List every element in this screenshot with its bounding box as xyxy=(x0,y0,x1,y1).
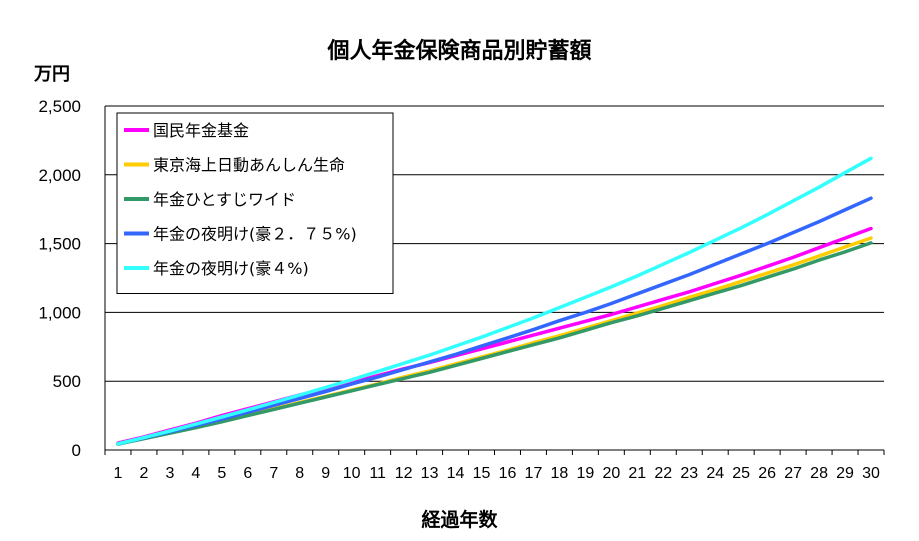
x-tick-label: 28 xyxy=(810,465,828,482)
legend-label: 年金ひとすじワイド xyxy=(153,190,296,209)
y-tick-label: 0 xyxy=(72,441,81,460)
y-tick-label: 2,500 xyxy=(38,97,81,116)
x-tick-label: 22 xyxy=(654,465,672,482)
series-line xyxy=(116,196,873,446)
x-tick-label: 10 xyxy=(343,465,361,482)
x-tick-label: 21 xyxy=(628,465,646,482)
x-tick-label: 2 xyxy=(139,465,148,482)
x-axis-label: 経過年数 xyxy=(421,509,498,531)
x-tick-label: 23 xyxy=(680,465,698,482)
x-tick-label: 1 xyxy=(114,465,123,482)
x-tick-label: 14 xyxy=(447,465,465,482)
x-tick-label: 20 xyxy=(602,465,620,482)
x-tick-label: 25 xyxy=(732,465,750,482)
x-tick-label: 7 xyxy=(269,465,278,482)
legend-label: 東京海上日動あんしん生命 xyxy=(153,156,345,175)
x-tick-label: 17 xyxy=(525,465,543,482)
x-tick-label: 4 xyxy=(191,465,200,482)
x-tick-label: 15 xyxy=(473,465,491,482)
series-line xyxy=(116,156,873,446)
y-tick-label: 500 xyxy=(53,372,81,391)
y-tick-label: 1,500 xyxy=(38,235,81,254)
y-tick-label: 1,000 xyxy=(38,303,81,322)
x-tick-label: 5 xyxy=(217,465,226,482)
legend-label: 年金の夜明け(豪２．７５%) xyxy=(153,225,357,244)
series-line xyxy=(116,241,873,446)
x-tick-label: 12 xyxy=(395,465,413,482)
x-tick-label: 16 xyxy=(499,465,517,482)
x-tick-label: 24 xyxy=(706,465,724,482)
legend-box xyxy=(116,112,394,294)
x-tick-label: 6 xyxy=(243,465,252,482)
x-tick-label: 3 xyxy=(165,465,174,482)
x-tick-label: 18 xyxy=(551,465,569,482)
x-tick-label: 29 xyxy=(836,465,854,482)
chart-title: 個人年金保険商品別貯蓄額 xyxy=(327,39,592,64)
legend-label: 年金の夜明け(豪４%) xyxy=(153,259,309,278)
y-tick-label: 2,000 xyxy=(38,166,81,185)
x-tick-label: 27 xyxy=(784,465,802,482)
x-tick-label: 19 xyxy=(576,465,594,482)
x-tick-label: 11 xyxy=(369,465,386,482)
x-tick-label: 9 xyxy=(321,465,330,482)
x-tick-label: 8 xyxy=(295,465,304,482)
y-axis-unit: 万円 xyxy=(34,64,70,85)
x-tick-label: 13 xyxy=(421,465,439,482)
x-tick-label: 30 xyxy=(862,465,880,482)
legend-label: 国民年金基金 xyxy=(153,121,249,140)
x-tick-label: 26 xyxy=(758,465,776,482)
